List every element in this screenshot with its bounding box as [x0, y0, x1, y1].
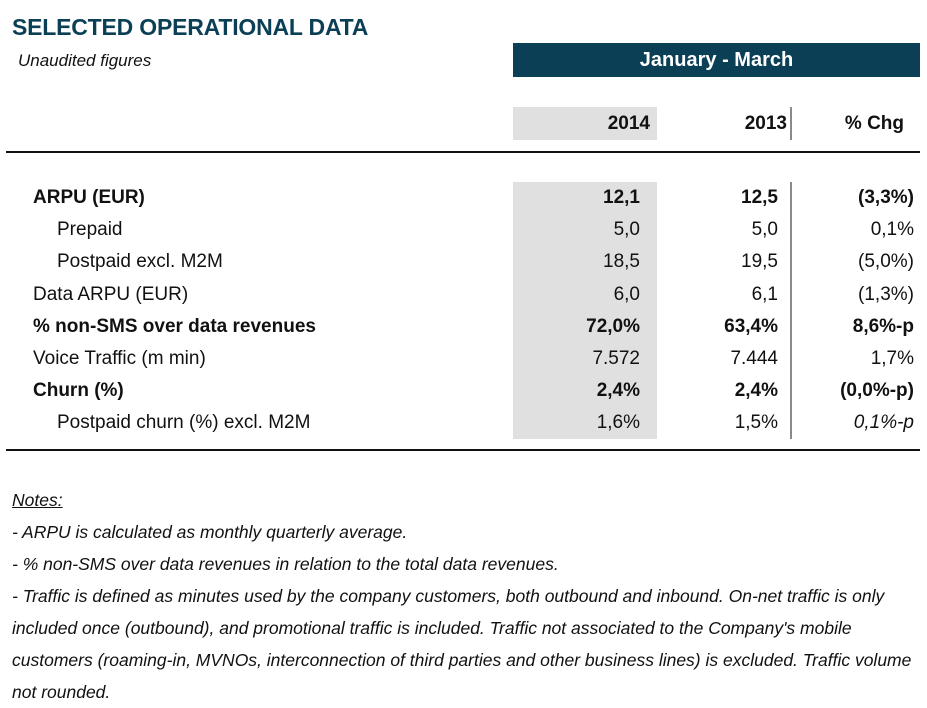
row-label: Prepaid [57, 219, 123, 241]
row-label: Postpaid churn (%) excl. M2M [57, 412, 311, 434]
row-label: % non-SMS over data revenues [33, 315, 316, 337]
table-row: Voice Traffic (m min) 7.572 7.444 1,7% [0, 343, 927, 375]
note-item: - Traffic is defined as minutes used by … [12, 586, 912, 702]
value-2013: 1,5% [734, 412, 778, 434]
notes-section: Notes: - ARPU is calculated as monthly q… [12, 484, 917, 708]
column-divider [790, 182, 792, 439]
data-table: ARPU (EUR) 12,1 12,5 (3,3%) Prepaid 5,0 … [0, 182, 927, 440]
value-2014: 6,0 [613, 283, 640, 305]
row-label: Voice Traffic (m min) [33, 347, 206, 369]
notes-title: Notes: [12, 490, 63, 510]
value-2013: 6,1 [751, 283, 778, 305]
subtitle: Unaudited figures [18, 51, 152, 70]
table-row: Prepaid 5,0 5,0 0,1% [0, 214, 927, 246]
table-row: Postpaid excl. M2M 18,5 19,5 (5,0%) [0, 246, 927, 278]
column-header-2014: 2014 [607, 113, 650, 134]
row-label: Churn (%) [33, 380, 124, 402]
value-2014: 18,5 [603, 251, 640, 273]
value-2013: 19,5 [741, 251, 778, 273]
period-banner: January - March [513, 43, 920, 77]
table-row: Data ARPU (EUR) 6,0 6,1 (1,3%) [0, 279, 927, 311]
value-2014: 2,4% [596, 380, 640, 402]
value-2013: 2,4% [734, 380, 778, 402]
table-top-rule [6, 151, 920, 153]
table-row: ARPU (EUR) 12,1 12,5 (3,3%) [0, 182, 927, 214]
value-2014: 72,0% [586, 315, 640, 337]
value-change: 0,1% [870, 219, 914, 241]
value-2014: 7.572 [592, 347, 640, 369]
table-row: Postpaid churn (%) excl. M2M 1,6% 1,5% 0… [0, 407, 927, 439]
value-2014: 5,0 [613, 219, 640, 241]
table-row: Churn (%) 2,4% 2,4% (0,0%-p) [0, 375, 927, 407]
table-bottom-rule [6, 449, 920, 451]
row-label: ARPU (EUR) [33, 187, 145, 208]
column-header-change: % Chg [844, 113, 904, 134]
value-2013: 5,0 [751, 219, 778, 241]
table-row: % non-SMS over data revenues 72,0% 63,4%… [0, 311, 927, 343]
value-2014: 12,1 [603, 187, 640, 208]
row-label: Postpaid excl. M2M [57, 251, 223, 273]
value-2013: 63,4% [724, 315, 778, 337]
page-title: SELECTED OPERATIONAL DATA [12, 14, 369, 40]
value-change: (3,3%) [858, 187, 914, 208]
value-change: (0,0%-p) [840, 380, 914, 402]
current-year-column-shade [513, 182, 657, 439]
note-item: - % non-SMS over data revenues in relati… [12, 554, 559, 574]
column-divider [790, 107, 792, 140]
value-change: (1,3%) [858, 283, 914, 305]
row-label: Data ARPU (EUR) [33, 283, 189, 305]
value-2014: 1,6% [596, 412, 640, 434]
value-2013: 12,5 [741, 187, 778, 208]
value-change: 0,1%-p [853, 412, 914, 434]
note-item: - ARPU is calculated as monthly quarterl… [12, 522, 408, 542]
current-year-header-shade [513, 107, 657, 140]
value-change: (5,0%) [858, 251, 914, 273]
column-header-2013: 2013 [744, 113, 787, 134]
value-change: 8,6%-p [852, 315, 914, 337]
value-2013: 7.444 [730, 347, 778, 369]
value-change: 1,7% [870, 347, 914, 369]
